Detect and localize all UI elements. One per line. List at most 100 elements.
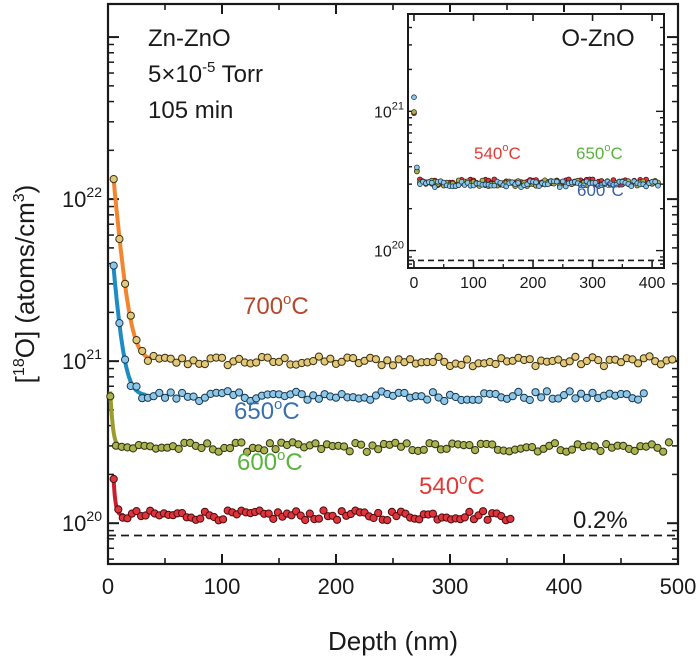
data-point-600C [590,442,599,451]
data-point-650C [166,388,175,397]
data-point-700C [428,357,437,367]
data-point-700C [183,360,192,369]
data-point-650C [115,319,124,328]
data-point-700C [463,355,472,364]
data-point-600C [488,440,497,449]
inset-data-point-600C [580,182,587,189]
data-point-700C [616,358,626,367]
data-point-600C [357,440,366,449]
data-point-540C [305,509,314,518]
data-point-650C [189,392,198,401]
data-point-650C [109,261,118,270]
inset-data-point-600C [491,182,498,189]
data-point-540C [264,509,273,518]
data-point-700C [280,354,289,363]
data-point-540C [383,516,392,525]
series-label-600C: 600oC [237,447,303,476]
x-axis-title: Depth (nm) [328,626,458,656]
data-point-650C [559,391,569,400]
data-point-650C [160,393,170,402]
data-point-700C [525,355,534,364]
data-point-650C [132,382,141,391]
data-point-540C [301,515,310,525]
data-point-600C [602,440,611,449]
data-point-540C [369,513,378,523]
data-point-650C [331,393,341,402]
data-point-540C [196,514,205,523]
inset-series-label-540C: 540oC [474,142,521,163]
data-point-540C [506,514,515,524]
data-point-600C [265,439,274,448]
main-data-points [106,175,677,525]
data-point-600C [271,445,280,454]
data-point-650C [588,388,597,397]
data-point-700C [668,355,677,364]
data-point-700C [235,354,244,363]
data-point-650C [537,393,546,402]
data-point-700C [491,359,500,369]
inset-x-tick-label: 400 [639,275,666,292]
data-point-600C [237,438,246,447]
annotation-pressure: 5×10-5 Torr [148,59,263,88]
data-point-650C [582,393,591,402]
data-point-700C [178,354,187,363]
data-point-700C [337,357,346,366]
data-point-600C [106,392,115,401]
data-point-650C [223,387,232,396]
data-point-540C [428,509,437,518]
data-point-600C [362,447,371,456]
data-point-700C [457,360,466,369]
data-point-700C [599,362,609,371]
data-point-600C [659,447,668,456]
inset-x-tick-label: 0 [410,275,419,292]
data-point-650C [525,395,534,405]
data-point-700C [132,336,141,345]
inset-data-point-600C [652,178,658,185]
data-point-600C [528,443,537,452]
data-point-600C [317,444,326,454]
data-point-650C [577,389,586,398]
main-y-tick-label: 1020 [62,508,102,536]
data-point-700C [166,354,175,363]
main-x-tick-label: 500 [660,574,697,599]
inset-y-tick-label: 1021 [374,100,404,121]
data-point-540C [132,507,141,516]
annotation-sample: Zn-ZnO [148,25,231,52]
data-point-700C [200,360,209,369]
main-y-tick-label: 1021 [62,346,102,374]
data-point-700C [645,352,654,361]
data-point-600C [311,439,320,448]
data-point-700C [138,346,147,356]
surface-fit-650C [111,268,147,397]
data-point-700C [388,361,398,370]
data-point-650C [634,395,643,404]
data-point-700C [217,353,227,362]
data-point-600C [471,446,480,455]
inset-data-point-600C [414,164,420,171]
data-point-650C [303,395,312,404]
data-point-540C [269,514,278,524]
series-label-650C: 650oC [234,396,300,425]
data-point-700C [434,352,443,361]
data-point-600C [664,438,674,447]
data-point-600C [339,442,349,451]
inset-data-points [411,94,661,191]
data-point-600C [630,446,639,455]
data-point-700C [440,357,449,366]
inset-data-point-600C [515,180,521,186]
data-point-600C [260,446,269,455]
data-point-700C [314,352,323,361]
main-x-tick-label: 300 [432,574,469,599]
data-point-600C [374,445,383,454]
data-point-600C [550,439,560,448]
inset-y-tick-label: 1020 [374,240,404,261]
inset-data-point-600C [411,94,417,100]
data-point-700C [656,360,666,369]
data-point-600C [442,444,451,453]
data-point-540C [114,505,123,514]
data-point-540C [460,513,469,522]
data-point-700C [309,357,318,366]
main-surface-fits [108,180,153,518]
data-point-600C [391,438,400,447]
data-point-700C [326,354,335,363]
